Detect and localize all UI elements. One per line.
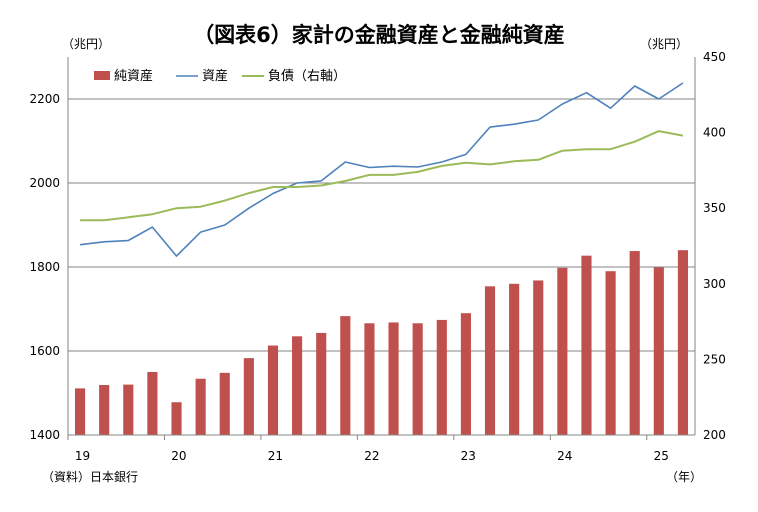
bar-series-net-assets: [74, 250, 689, 435]
legend-swatch-net-assets: [94, 71, 110, 80]
bar: [316, 332, 327, 435]
bar: [292, 336, 303, 435]
left-tick-label: 1400: [29, 428, 60, 442]
legend-label-assets: 資産: [202, 68, 228, 84]
x-axis-unit: （年）: [666, 470, 702, 484]
right-tick-label: 450: [703, 50, 726, 64]
bar: [243, 358, 254, 435]
x-axis-ticks: 19 20 21 22 23 24 25: [67, 435, 669, 463]
left-axis-ticks: 1400 1600 1800 2000 2200: [29, 92, 60, 442]
bar: [460, 313, 471, 435]
x-tick-label: 22: [364, 449, 379, 463]
chart-title: （図表6）家計の金融資産と金融純資産: [193, 23, 565, 47]
bar: [557, 267, 568, 435]
bar: [99, 385, 110, 435]
x-tick-label: 20: [171, 449, 186, 463]
bar: [147, 372, 158, 435]
bar: [364, 323, 375, 435]
bar: [171, 402, 182, 435]
right-tick-label: 400: [703, 126, 726, 140]
bar: [677, 250, 689, 435]
right-tick-label: 200: [703, 428, 726, 442]
right-tick-label: 250: [703, 352, 726, 366]
bar: [629, 251, 640, 435]
legend-label-net-assets: 純資産: [114, 68, 153, 84]
bar: [605, 271, 616, 435]
line-liabilities: [80, 130, 684, 222]
bar: [509, 283, 520, 435]
line-series: [80, 82, 684, 257]
bar: [74, 388, 86, 435]
right-axis-unit: （兆円）: [640, 37, 688, 51]
left-axis-unit: （兆円）: [62, 37, 110, 51]
bar: [436, 319, 447, 435]
left-tick-label: 2200: [29, 92, 60, 106]
bar: [581, 255, 592, 435]
x-tick-label: 19: [75, 449, 90, 463]
bar: [484, 286, 496, 435]
bar: [653, 267, 664, 435]
bar: [123, 384, 134, 435]
bar: [340, 316, 351, 435]
grid-lines: [68, 98, 695, 352]
bar: [267, 345, 279, 435]
right-axis-ticks: 200 250 300 350 400 450: [703, 50, 726, 442]
x-tick-label: 24: [557, 449, 572, 463]
source-note: （資料）日本銀行: [42, 470, 138, 484]
axes: [67, 57, 696, 436]
bar: [219, 372, 230, 435]
x-tick-label: 21: [268, 449, 283, 463]
left-tick-label: 1600: [29, 344, 60, 358]
x-tick-label: 23: [461, 449, 476, 463]
x-tick-label: 25: [654, 449, 669, 463]
left-tick-label: 1800: [29, 260, 60, 274]
bar: [533, 280, 544, 435]
bar: [412, 323, 423, 435]
right-tick-label: 350: [703, 201, 726, 215]
bar: [388, 322, 399, 435]
right-tick-label: 300: [703, 277, 726, 291]
legend: 純資産 資産 負債（右軸）: [94, 68, 346, 84]
legend-label-liabilities: 負債（右軸）: [268, 69, 346, 84]
left-tick-label: 2000: [29, 176, 60, 190]
line-assets: [80, 82, 684, 257]
bar: [195, 378, 206, 435]
